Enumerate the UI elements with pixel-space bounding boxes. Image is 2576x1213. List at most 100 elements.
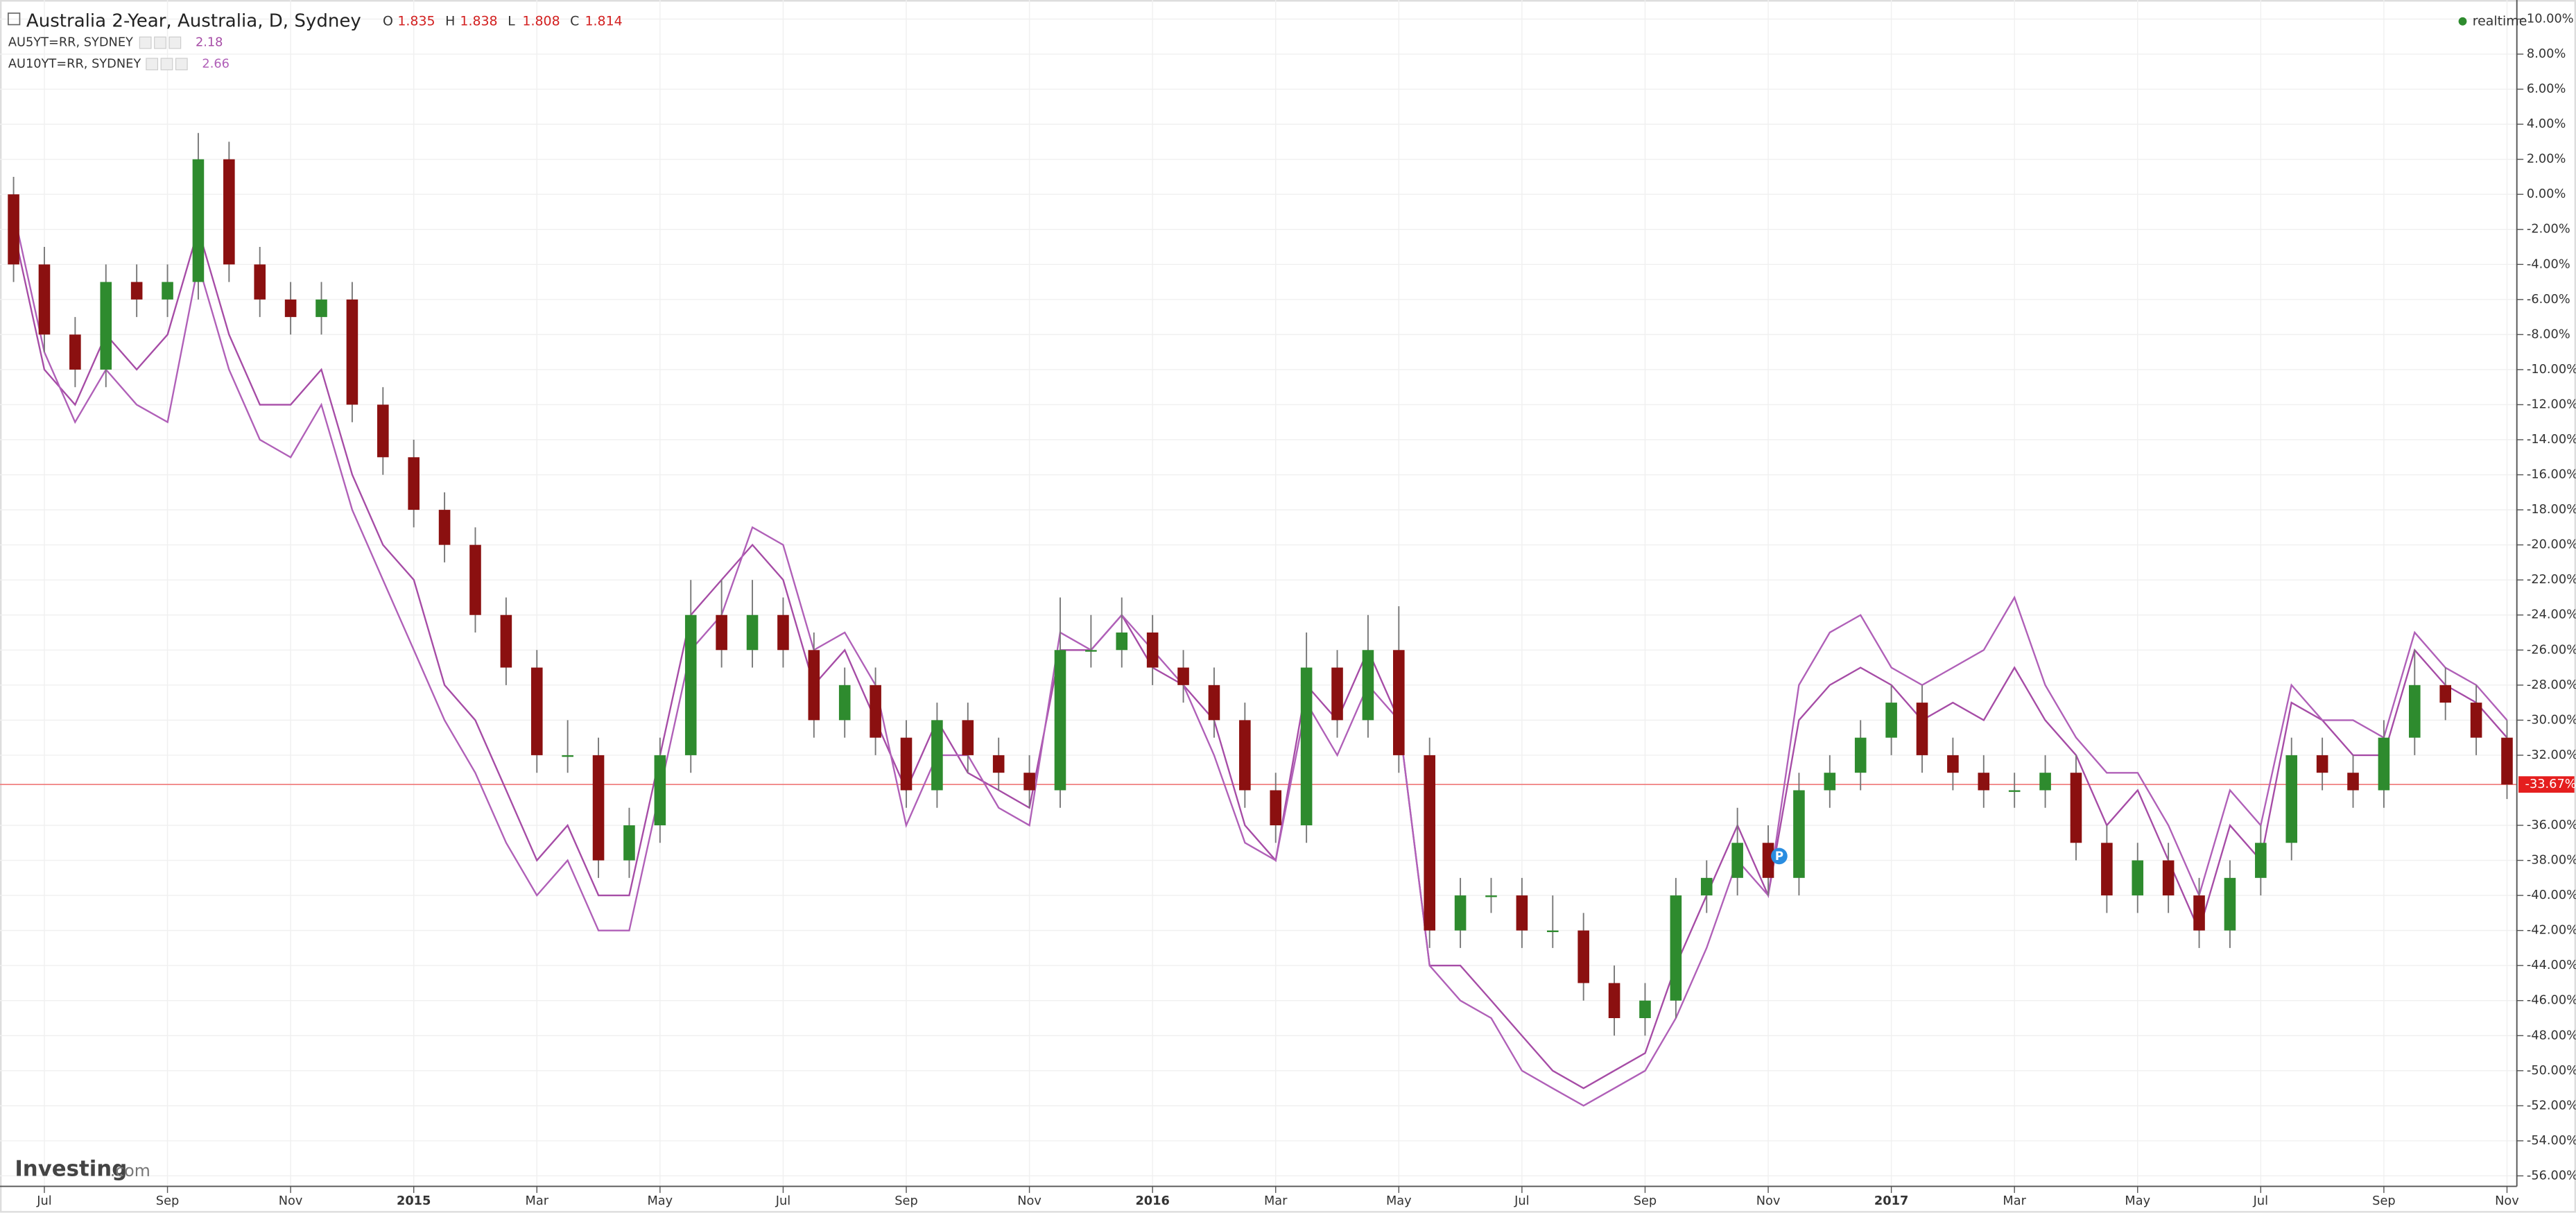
- series-button: [139, 36, 152, 49]
- candle-body: [192, 159, 205, 282]
- series-button: [175, 58, 188, 71]
- y-tick-label: -46.00%: [2527, 994, 2576, 1008]
- x-tick-label: 2016: [1135, 1194, 1169, 1208]
- candle-body: [1085, 650, 1097, 652]
- event-marker-label: P: [1775, 850, 1783, 863]
- candle-body: [1116, 633, 1128, 651]
- x-tick-label: Sep: [1634, 1194, 1657, 1208]
- candle-body: [1608, 983, 1620, 1018]
- y-tick-label: -6.00%: [2527, 293, 2570, 307]
- event-marker: [1771, 848, 1788, 865]
- y-tick-label: -30.00%: [2527, 713, 2576, 727]
- candle-body: [2347, 773, 2359, 791]
- y-tick-label: -36.00%: [2527, 818, 2576, 832]
- candle-body: [2101, 843, 2113, 896]
- candle-body: [1854, 737, 1867, 773]
- candle-body: [2132, 860, 2144, 896]
- y-tick-label: -8.00%: [2527, 327, 2570, 341]
- series-button: [168, 36, 182, 49]
- candle-body: [1700, 877, 1713, 896]
- x-tick-label: Mar: [526, 1194, 549, 1208]
- logo-suffix: .com: [110, 1161, 150, 1180]
- candle-body: [2316, 755, 2328, 773]
- series-last: 2.66: [202, 57, 230, 71]
- x-tick-label: Sep: [894, 1194, 917, 1208]
- candle-body: [2224, 877, 2236, 931]
- collapse-icon[interactable]: [8, 12, 21, 26]
- x-tick-label: Jul: [36, 1194, 51, 1208]
- y-tick-label: -50.00%: [2527, 1064, 2576, 1078]
- axes: 10.00% 8.00% 6.00% 4.00% 2.00% 0.00% -2.00% -4.…: [36, 12, 2576, 1207]
- y-tick-label: -56.00%: [2527, 1169, 2576, 1182]
- realtime-dot: [2458, 17, 2467, 26]
- y-tick-label: -38.00%: [2527, 854, 2576, 868]
- y-tick-label: -40.00%: [2527, 888, 2576, 902]
- candle-body: [38, 264, 51, 335]
- ohlc-key: H: [445, 13, 455, 28]
- y-tick-label: -44.00%: [2527, 958, 2576, 972]
- candle-body: [962, 720, 974, 755]
- y-tick-label: -14.00%: [2527, 433, 2576, 447]
- candle-body: [438, 510, 451, 545]
- candle-body: [1916, 703, 1928, 755]
- ohlc-key: C: [570, 13, 579, 28]
- plot: P: [0, 132, 2517, 1107]
- ohlc-key: O: [383, 13, 393, 28]
- y-tick-label: -20.00%: [2527, 538, 2576, 552]
- candle-body: [1270, 790, 1282, 826]
- y-tick-label: -54.00%: [2527, 1134, 2576, 1148]
- candle-body: [1023, 773, 1035, 791]
- y-tick-label: -28.00%: [2527, 678, 2576, 692]
- y-tick-label: 4.00%: [2527, 117, 2566, 131]
- x-tick-label: May: [647, 1194, 673, 1208]
- candle-body: [654, 755, 666, 826]
- realtime-label: realtime: [2473, 13, 2527, 28]
- candle-body: [1577, 930, 1589, 983]
- candle-body: [1331, 667, 1343, 721]
- candle-body: [2285, 755, 2298, 843]
- x-tick-label: Nov: [1756, 1194, 1781, 1208]
- x-tick-label: Sep: [156, 1194, 179, 1208]
- candle-body: [1239, 720, 1251, 791]
- logo-text: Investing: [15, 1156, 127, 1181]
- ohlc-value: 1.814: [585, 13, 622, 28]
- candle-body: [69, 334, 81, 370]
- candle-body: [1885, 703, 1897, 738]
- comparison-line: [12, 226, 2508, 1090]
- candle-body: [2039, 773, 2051, 791]
- candle-body: [1731, 843, 1743, 878]
- candle-body: [1424, 755, 1435, 931]
- candle-body: [408, 457, 420, 510]
- grid: [0, 0, 2517, 1187]
- y-tick-label: -42.00%: [2527, 924, 2576, 938]
- candle-body: [1485, 895, 1497, 897]
- candle-body: [1762, 843, 1774, 878]
- candle-body: [530, 667, 543, 755]
- candle-body: [777, 614, 789, 651]
- candle-body: [1793, 790, 1805, 878]
- candle-body: [100, 282, 112, 370]
- candle-body: [870, 685, 881, 738]
- x-tick-label: Jul: [2253, 1194, 2268, 1208]
- x-tick-label: Nov: [279, 1194, 303, 1208]
- candle-body: [1300, 667, 1313, 826]
- candle-body: [838, 685, 851, 721]
- candle-body: [562, 755, 573, 757]
- last-value-label: -33.67%: [2525, 777, 2576, 791]
- candle-body: [223, 159, 235, 265]
- candle-body: [1947, 755, 1959, 773]
- x-tick-label: Jul: [775, 1194, 790, 1208]
- candle-body: [2070, 773, 2082, 843]
- candle-body: [2162, 860, 2175, 896]
- candle-body: [2255, 843, 2267, 878]
- candle-body: [2501, 737, 2513, 785]
- series-button: [154, 36, 166, 49]
- y-tick-label: -2.00%: [2527, 223, 2570, 236]
- series-last: 2.18: [196, 36, 223, 50]
- candle-body: [469, 544, 481, 615]
- candle-body: [684, 614, 697, 755]
- x-tick-label: May: [1386, 1194, 1412, 1208]
- candle-body: [900, 737, 913, 791]
